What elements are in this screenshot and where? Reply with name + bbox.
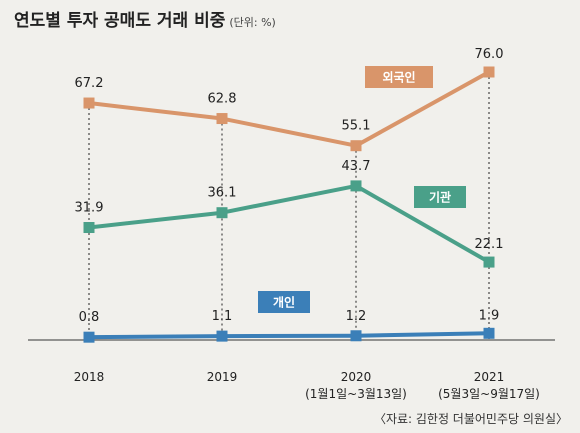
data-point-기관-2020 [350, 180, 362, 192]
legend-label-개인: 개인 [273, 295, 295, 310]
data-point-외국인-2019 [216, 113, 228, 125]
data-label-기관-2019: 36.1 [208, 186, 237, 201]
data-label-기관-2020: 43.7 [342, 159, 371, 174]
x-tick-label-2021: 2021 [474, 370, 505, 384]
x-tick-label-2020: 2020 [341, 370, 372, 384]
x-tick-sublabel-2020: (1월1일~3월13일) [305, 387, 407, 401]
data-point-개인-2020 [350, 330, 362, 342]
x-tick-label-2018: 2018 [74, 370, 105, 384]
data-label-개인-2019: 1.1 [212, 309, 233, 324]
x-tick-sublabel-2021: (5월3일~9월17일) [438, 387, 540, 401]
data-point-개인-2018 [83, 331, 95, 343]
data-label-외국인-2021: 76.0 [475, 47, 504, 62]
x-tick-label-2019: 2019 [207, 370, 238, 384]
chart-title-text: 연도별 투자 공매도 거래 비중 [14, 11, 226, 31]
series-line-기관 [88, 183, 490, 264]
data-point-개인-2019 [216, 330, 228, 342]
data-label-외국인-2018: 67.2 [75, 76, 104, 91]
legend-label-기관: 기관 [429, 190, 451, 205]
data-point-외국인-2018 [83, 97, 95, 109]
legend-label-외국인: 외국인 [382, 70, 415, 85]
legend-box-외국인 [365, 66, 433, 88]
data-label-기관-2021: 22.1 [475, 237, 504, 252]
data-point-기관-2019 [216, 207, 228, 219]
legend-box-기관 [414, 186, 466, 208]
chart-title: 연도별 투자 공매도 거래 비중 (단위: %) [14, 6, 276, 31]
data-label-개인-2021: 1.9 [479, 308, 500, 323]
series-line-외국인 [88, 70, 490, 148]
series-line-개인 [88, 331, 490, 340]
data-label-외국인-2019: 62.8 [208, 92, 237, 107]
data-label-외국인-2020: 55.1 [342, 119, 371, 134]
data-point-외국인-2021 [483, 66, 495, 78]
data-point-외국인-2020 [350, 140, 362, 152]
legend-box-개인 [258, 291, 310, 313]
data-point-기관-2018 [83, 222, 95, 234]
data-point-개인-2021 [483, 327, 495, 339]
data-label-개인-2018: 0.8 [79, 310, 100, 325]
data-label-개인-2020: 1.2 [346, 309, 367, 324]
data-label-기관-2018: 31.9 [75, 201, 104, 216]
data-point-기관-2021 [483, 256, 495, 268]
unit-label: (단위: %) [229, 16, 276, 29]
source-note: 〈자료: 김한정 더불어민주당 의원실〉 [373, 412, 568, 426]
